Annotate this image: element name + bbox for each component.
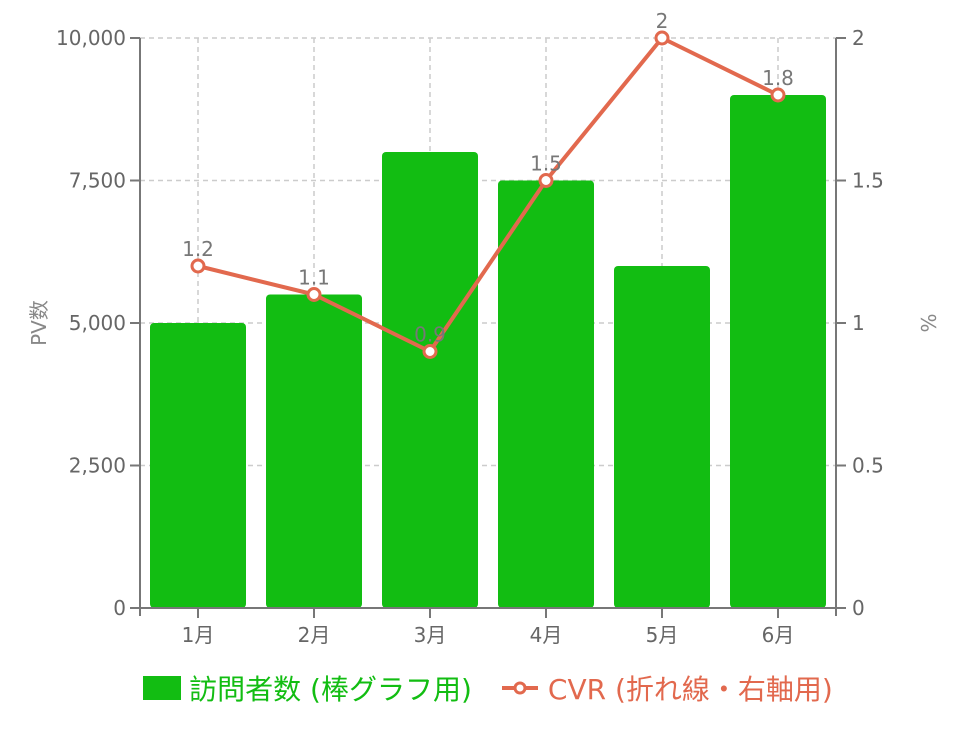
y-right-tick-label: 0.5 (852, 454, 884, 478)
cvr-data-label-4: 1.5 (530, 152, 562, 176)
combo-chart: 0 2,500 5,000 7,500 10,000 0 0.5 1 1.5 2 1月 2月 3月 4月 5… (27, 9, 941, 647)
legend: 訪問者数 (棒グラフ用) CVR (折れ線・右軸用) (0, 668, 976, 708)
y-left-tick-label: 7,500 (69, 169, 126, 193)
cvr-point-1 (190, 258, 206, 274)
cvr-data-label-2: 1.1 (298, 266, 330, 290)
legend-label-visitors: 訪問者数 (棒グラフ用) (189, 673, 472, 706)
bar-2 (266, 294, 362, 608)
legend-item-cvr[interactable]: CVR (折れ線・右軸用) (500, 668, 833, 708)
cvr-point-2 (306, 287, 322, 302)
y-right-tick-label: 1.5 (852, 169, 884, 193)
bar-3 (382, 152, 478, 608)
cvr-point-3 (422, 344, 438, 359)
legend-item-visitors[interactable]: 訪問者数 (棒グラフ用) (143, 668, 472, 708)
cvr-data-label-6: 1.8 (762, 66, 794, 90)
bar-4 (498, 180, 594, 608)
legend-label-cvr: CVR (折れ線・右軸用) (547, 673, 833, 706)
x-tick-label: 1月 (182, 623, 215, 647)
cvr-data-label-5: 2 (656, 9, 669, 33)
y-left-tick-label: 5,000 (69, 311, 126, 335)
cvr-point-6 (770, 87, 786, 103)
cvr-point-5 (654, 30, 670, 46)
bar-6 (730, 95, 826, 608)
cvr-line (197, 36, 779, 354)
x-tick-label: 5月 (646, 623, 679, 647)
legend-swatch-visitors (143, 676, 182, 700)
y-right-axis-title: % (917, 313, 941, 332)
y-right-tick-label: 1 (852, 311, 865, 335)
y-left-tick-label: 2,500 (69, 454, 126, 478)
bar-1 (150, 323, 246, 608)
cvr-data-label-3: 0.9 (414, 323, 446, 347)
x-tick-label: 2月 (298, 623, 331, 647)
x-tick-label: 4月 (530, 623, 563, 647)
bar-5 (614, 266, 710, 608)
legend-swatch-cvr (501, 681, 538, 695)
cvr-data-label-1: 1.2 (182, 237, 214, 261)
x-tick-label: 3月 (414, 623, 447, 647)
y-left-tick-label: 0 (113, 596, 126, 620)
y-left-axis-title: PV数 (27, 300, 51, 346)
y-right-tick-label: 0 (852, 596, 865, 620)
x-tick-label: 6月 (762, 623, 795, 647)
y-right-tick-label: 2 (852, 26, 865, 50)
cvr-point-4 (538, 173, 554, 188)
y-left-tick-label: 10,000 (56, 26, 126, 50)
